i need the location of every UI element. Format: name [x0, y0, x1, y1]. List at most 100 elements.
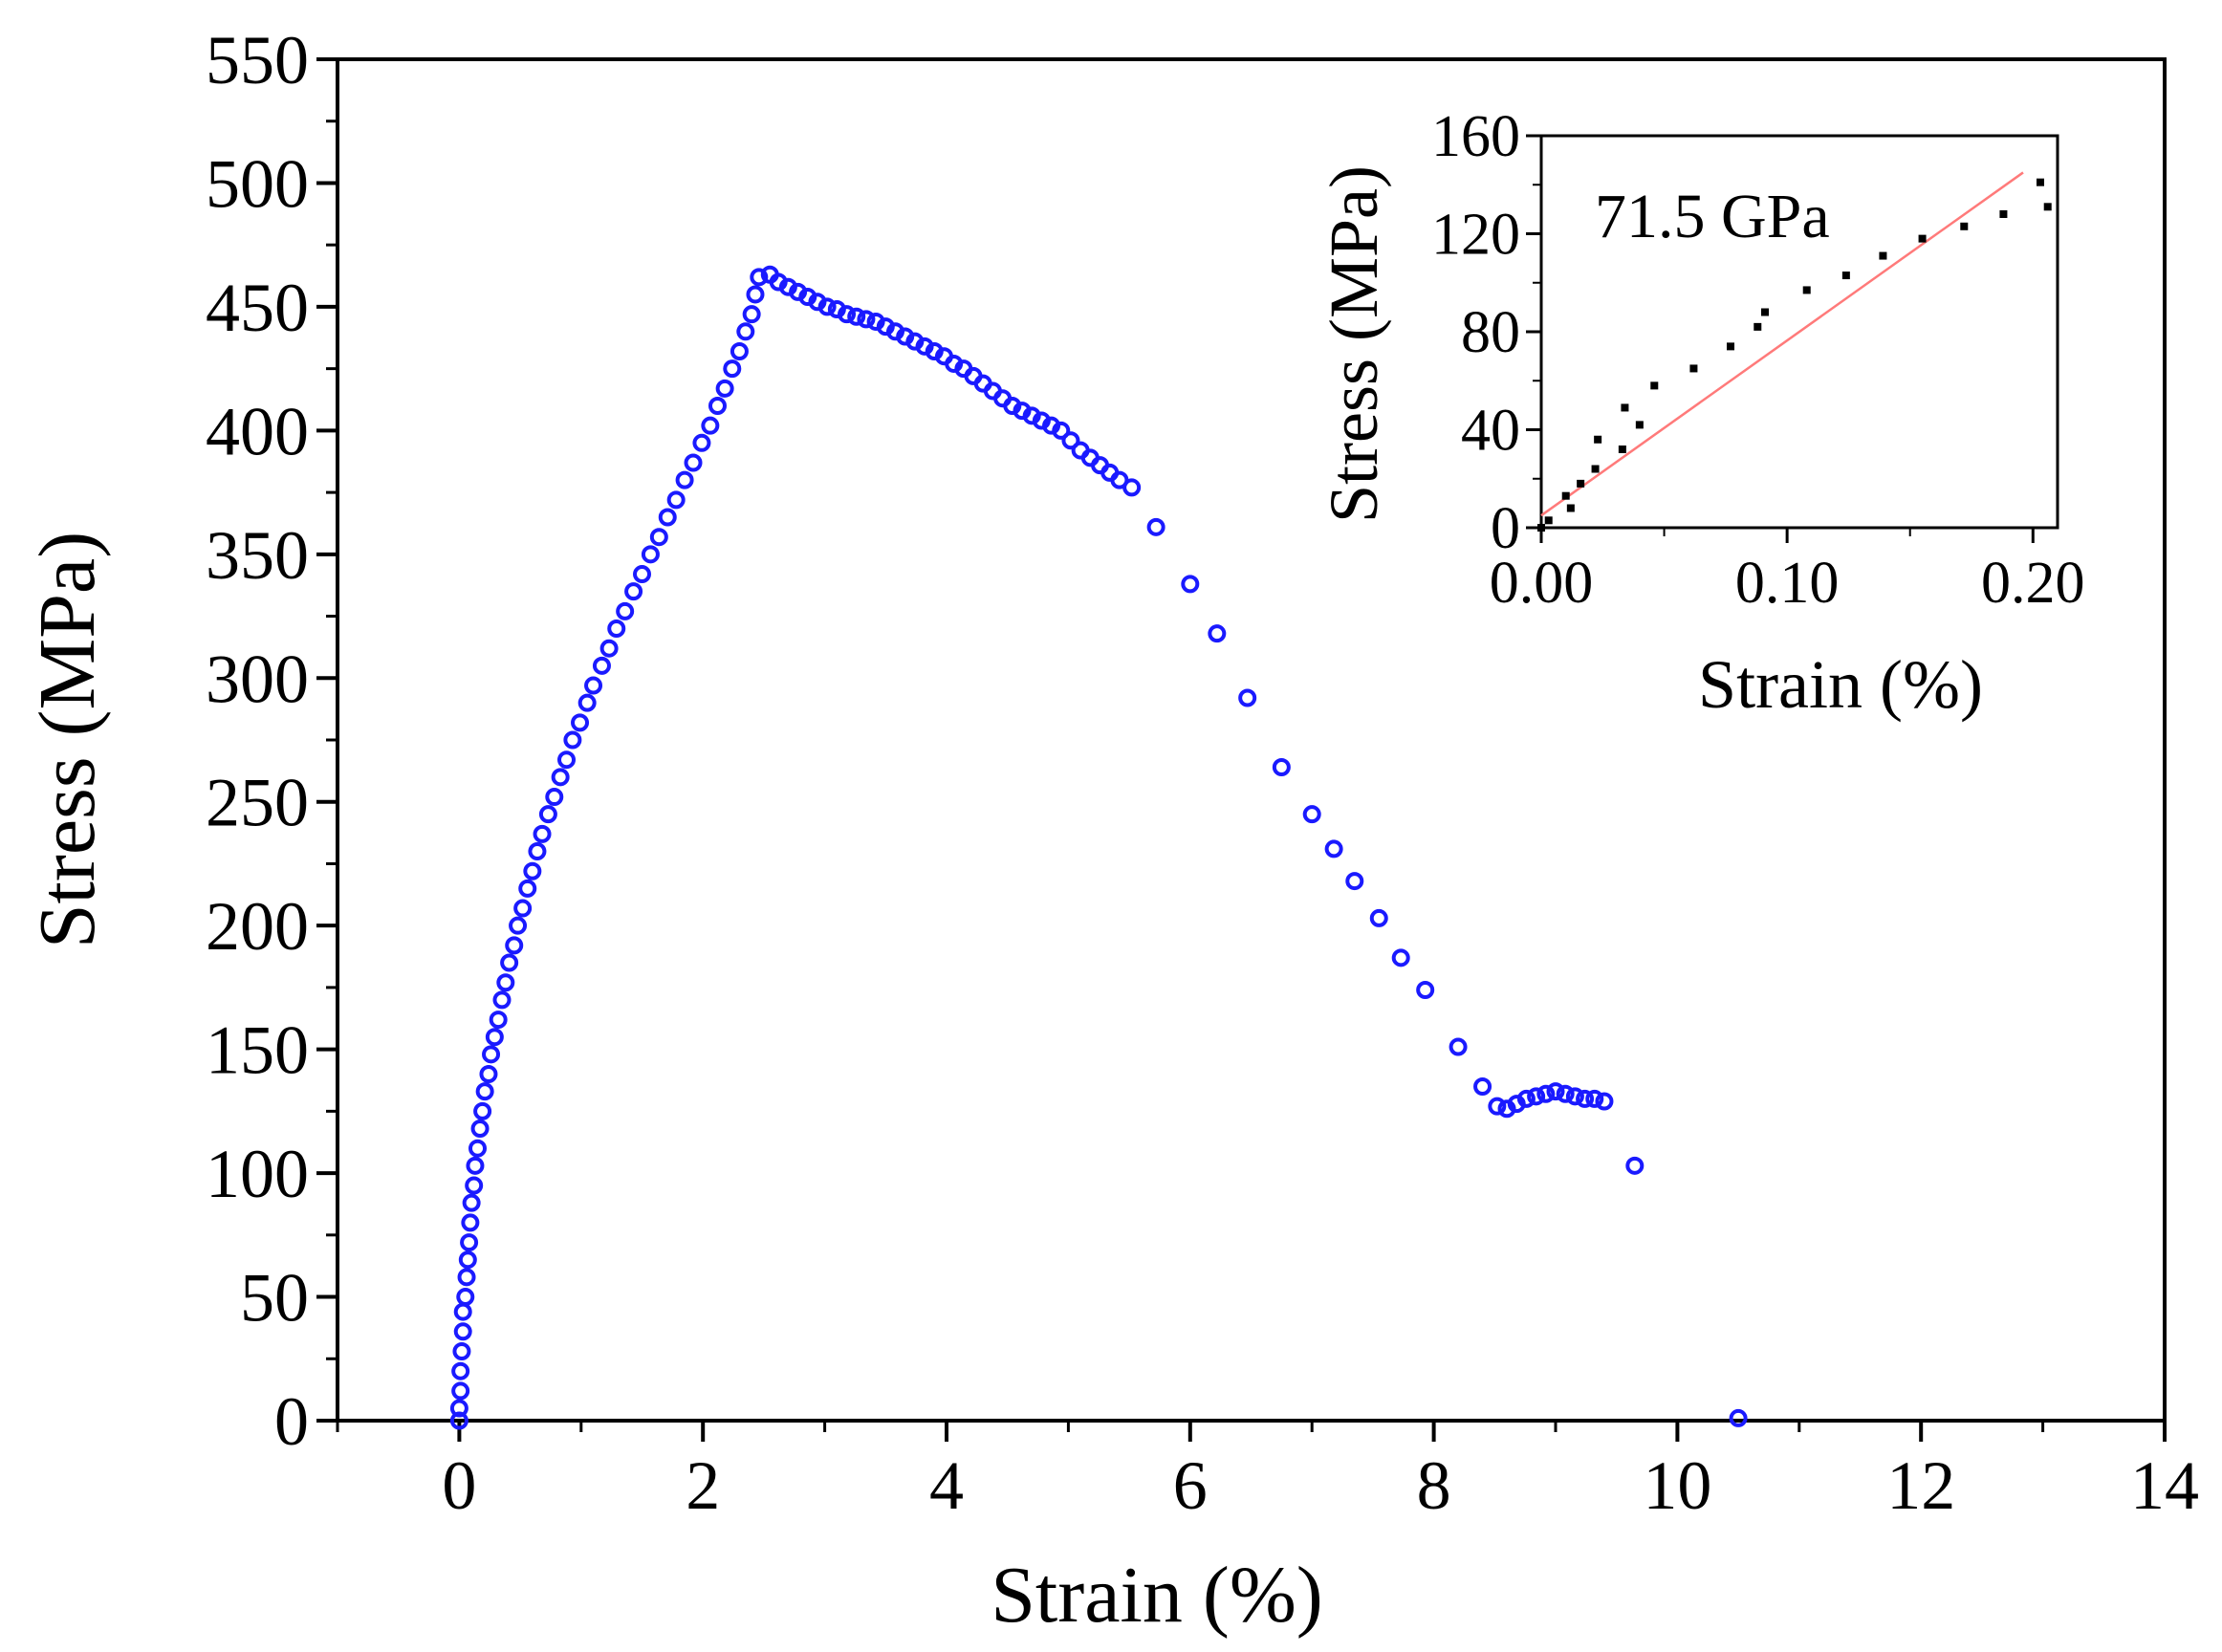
- main-data-point: [1345, 872, 1364, 891]
- main-y-tick-label: 0: [274, 1383, 309, 1460]
- main-data-point: [485, 1028, 504, 1047]
- main-y-tick-label: 450: [206, 270, 309, 346]
- main-data-point: [538, 805, 557, 824]
- inset-data-point: [1650, 381, 1659, 390]
- main-data-point: [1625, 1156, 1645, 1175]
- main-data-point: [1729, 1408, 1748, 1427]
- main-data-point: [592, 656, 611, 675]
- main-data-point: [658, 508, 677, 527]
- main-data-point: [453, 1322, 472, 1341]
- inset-data-point: [2037, 178, 2044, 186]
- main-data-point: [470, 1119, 490, 1138]
- inset-data-point: [1802, 286, 1811, 294]
- main-y-axis-title: Stress (MPa): [23, 532, 112, 948]
- main-data-point: [633, 565, 651, 584]
- inset-data-point: [1594, 435, 1602, 444]
- main-data-point: [451, 1381, 470, 1401]
- main-y-tick-label: 50: [240, 1260, 309, 1337]
- main-x-tick-label: 6: [1173, 1447, 1208, 1524]
- main-data-point: [1488, 1097, 1507, 1116]
- main-data-point: [462, 1193, 481, 1212]
- main-x-tick-label: 0: [442, 1447, 476, 1524]
- main-x-tick-label: 8: [1417, 1447, 1451, 1524]
- main-data-point: [1146, 517, 1165, 536]
- inset-data-point: [1689, 364, 1698, 373]
- inset-data-point: [1841, 272, 1850, 280]
- main-data-point: [457, 1268, 476, 1287]
- main-data-point: [456, 1288, 475, 1307]
- main-data-point: [528, 842, 547, 861]
- main-data-point: [1238, 688, 1257, 707]
- inset-x-tick-label: 0.10: [1735, 551, 1840, 616]
- main-data-point: [1516, 1089, 1536, 1108]
- main-data-series: [449, 265, 1748, 1430]
- main-data-point: [684, 453, 703, 472]
- main-y-tick-label: 250: [206, 765, 309, 841]
- main-data-point: [723, 359, 742, 379]
- main-y-tick-label: 350: [206, 517, 309, 594]
- main-data-point: [750, 268, 769, 287]
- main-data-point: [1473, 1076, 1492, 1096]
- main-data-point: [449, 1411, 468, 1430]
- main-data-point: [460, 1233, 479, 1252]
- main-data-point: [649, 528, 668, 547]
- main-data-point: [475, 1082, 494, 1101]
- main-data-point: [468, 1139, 488, 1158]
- main-data-point: [817, 297, 837, 316]
- inset-data-point: [1566, 504, 1575, 512]
- inset-y-ticks: 0 40 80 120 160: [1431, 104, 1541, 561]
- main-data-point: [1556, 1084, 1575, 1103]
- inset-y-tick-label: 40: [1461, 399, 1520, 464]
- main-data-point: [1416, 980, 1435, 999]
- main-y-tick-label: 500: [206, 145, 309, 222]
- main-data-point: [571, 713, 590, 732]
- inset-data-point: [1544, 516, 1553, 525]
- main-data-point: [577, 693, 597, 712]
- main-data-point: [500, 953, 519, 972]
- main-data-point: [452, 1342, 471, 1361]
- main-data-point: [513, 899, 533, 918]
- main-x-tick-label: 2: [686, 1447, 720, 1524]
- main-data-point: [1324, 839, 1343, 859]
- main-data-point: [1449, 1037, 1468, 1056]
- main-data-point: [1595, 1092, 1614, 1111]
- main-data-point: [857, 310, 876, 329]
- main-x-tick-label: 12: [1886, 1447, 1955, 1524]
- main-data-point: [736, 322, 755, 341]
- main-data-point: [1546, 1082, 1565, 1101]
- main-data-point: [1391, 948, 1410, 967]
- inset-data-point: [1960, 222, 1969, 230]
- main-x-tick-label: 10: [1643, 1447, 1711, 1524]
- main-data-point: [746, 285, 765, 304]
- main-x-axis-title: Strain (%): [991, 1551, 1323, 1640]
- main-data-point: [730, 342, 749, 361]
- main-data-point: [505, 936, 524, 955]
- main-data-point: [482, 1045, 501, 1064]
- main-data-point: [666, 490, 686, 510]
- main-plot-frame: [336, 57, 2167, 1423]
- main-x-ticks: 0 2 4 6 8 10 12 14: [336, 1421, 2199, 1524]
- main-data-point: [1536, 1084, 1556, 1103]
- main-y-tick-label: 100: [206, 1136, 309, 1212]
- inset-data-point: [1621, 403, 1629, 412]
- main-y-tick-label: 300: [206, 641, 309, 717]
- inset-x-axis-title: Strain (%): [1698, 646, 1983, 723]
- inset-y-tick-label: 80: [1461, 300, 1520, 365]
- main-y-tick-label: 400: [206, 393, 309, 469]
- main-data-point: [715, 379, 734, 398]
- main-y-tick-label: 200: [206, 888, 309, 965]
- main-y-ticks: 0 50 100 150 200 250 300 350 400 450 500 550: [206, 22, 338, 1460]
- inset-data-point: [2043, 203, 2052, 211]
- main-data-point: [616, 601, 635, 620]
- inset-data-point: [1591, 465, 1600, 473]
- inset-y-tick-label: 160: [1431, 104, 1520, 169]
- main-data-point: [496, 973, 515, 992]
- main-data-point: [1576, 1089, 1595, 1108]
- main-data-point: [607, 619, 626, 638]
- main-data-point: [453, 1302, 472, 1321]
- inset-fit-line: [1540, 171, 2024, 517]
- main-y-tick-label: 150: [206, 1012, 309, 1089]
- main-data-point: [599, 639, 619, 658]
- inset-data-point: [1537, 524, 1545, 532]
